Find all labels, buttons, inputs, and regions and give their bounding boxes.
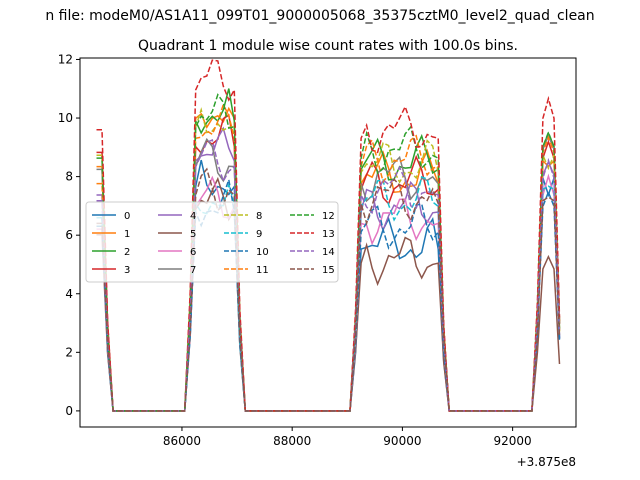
legend-label-5: 5 bbox=[190, 229, 196, 240]
legend-label-10: 10 bbox=[256, 247, 269, 258]
legend-label-3: 3 bbox=[124, 265, 130, 276]
legend-label-4: 4 bbox=[190, 211, 196, 222]
legend-label-15: 15 bbox=[322, 265, 335, 276]
y-tick-label: 12 bbox=[58, 52, 73, 66]
y-tick-label: 4 bbox=[65, 287, 73, 301]
y-tick-label: 8 bbox=[65, 170, 73, 184]
chart-title: Quadrant 1 module wise count rates with … bbox=[138, 38, 518, 54]
axes-frame bbox=[79, 57, 577, 428]
legend-label-1: 1 bbox=[124, 229, 130, 240]
legend-label-14: 14 bbox=[322, 247, 335, 258]
legend-label-2: 2 bbox=[124, 247, 130, 258]
legend-box bbox=[85, 201, 339, 283]
y-axis: 0 2 4 6 8 10 12 bbox=[58, 52, 80, 418]
series-line-15 bbox=[96, 167, 561, 412]
x-tick-label: 92000 bbox=[494, 434, 532, 448]
x-axis: 86000 88000 90000 92000 bbox=[163, 427, 532, 448]
legend-label-8: 8 bbox=[256, 211, 262, 222]
figure-suptitle: n file: modeM0/AS1A11_099T01_9000005068_… bbox=[45, 8, 594, 24]
y-tick-label: 6 bbox=[65, 228, 73, 242]
x-offset-label: +3.875e8 bbox=[517, 455, 576, 469]
legend-label-11: 11 bbox=[256, 265, 269, 276]
legend-label-9: 9 bbox=[256, 229, 262, 240]
legend-label-6: 6 bbox=[190, 247, 196, 258]
x-tick-label: 90000 bbox=[383, 434, 421, 448]
y-tick-label: 0 bbox=[65, 404, 73, 418]
legend-label-0: 0 bbox=[124, 211, 130, 222]
y-tick-label: 2 bbox=[65, 345, 73, 359]
legend-label-12: 12 bbox=[322, 211, 335, 222]
x-tick-label: 86000 bbox=[163, 434, 201, 448]
legend-label-13: 13 bbox=[322, 229, 335, 240]
legend-label-7: 7 bbox=[190, 265, 196, 276]
x-tick-label: 88000 bbox=[273, 434, 311, 448]
y-tick-label: 10 bbox=[58, 111, 73, 125]
series-lines bbox=[96, 59, 561, 412]
